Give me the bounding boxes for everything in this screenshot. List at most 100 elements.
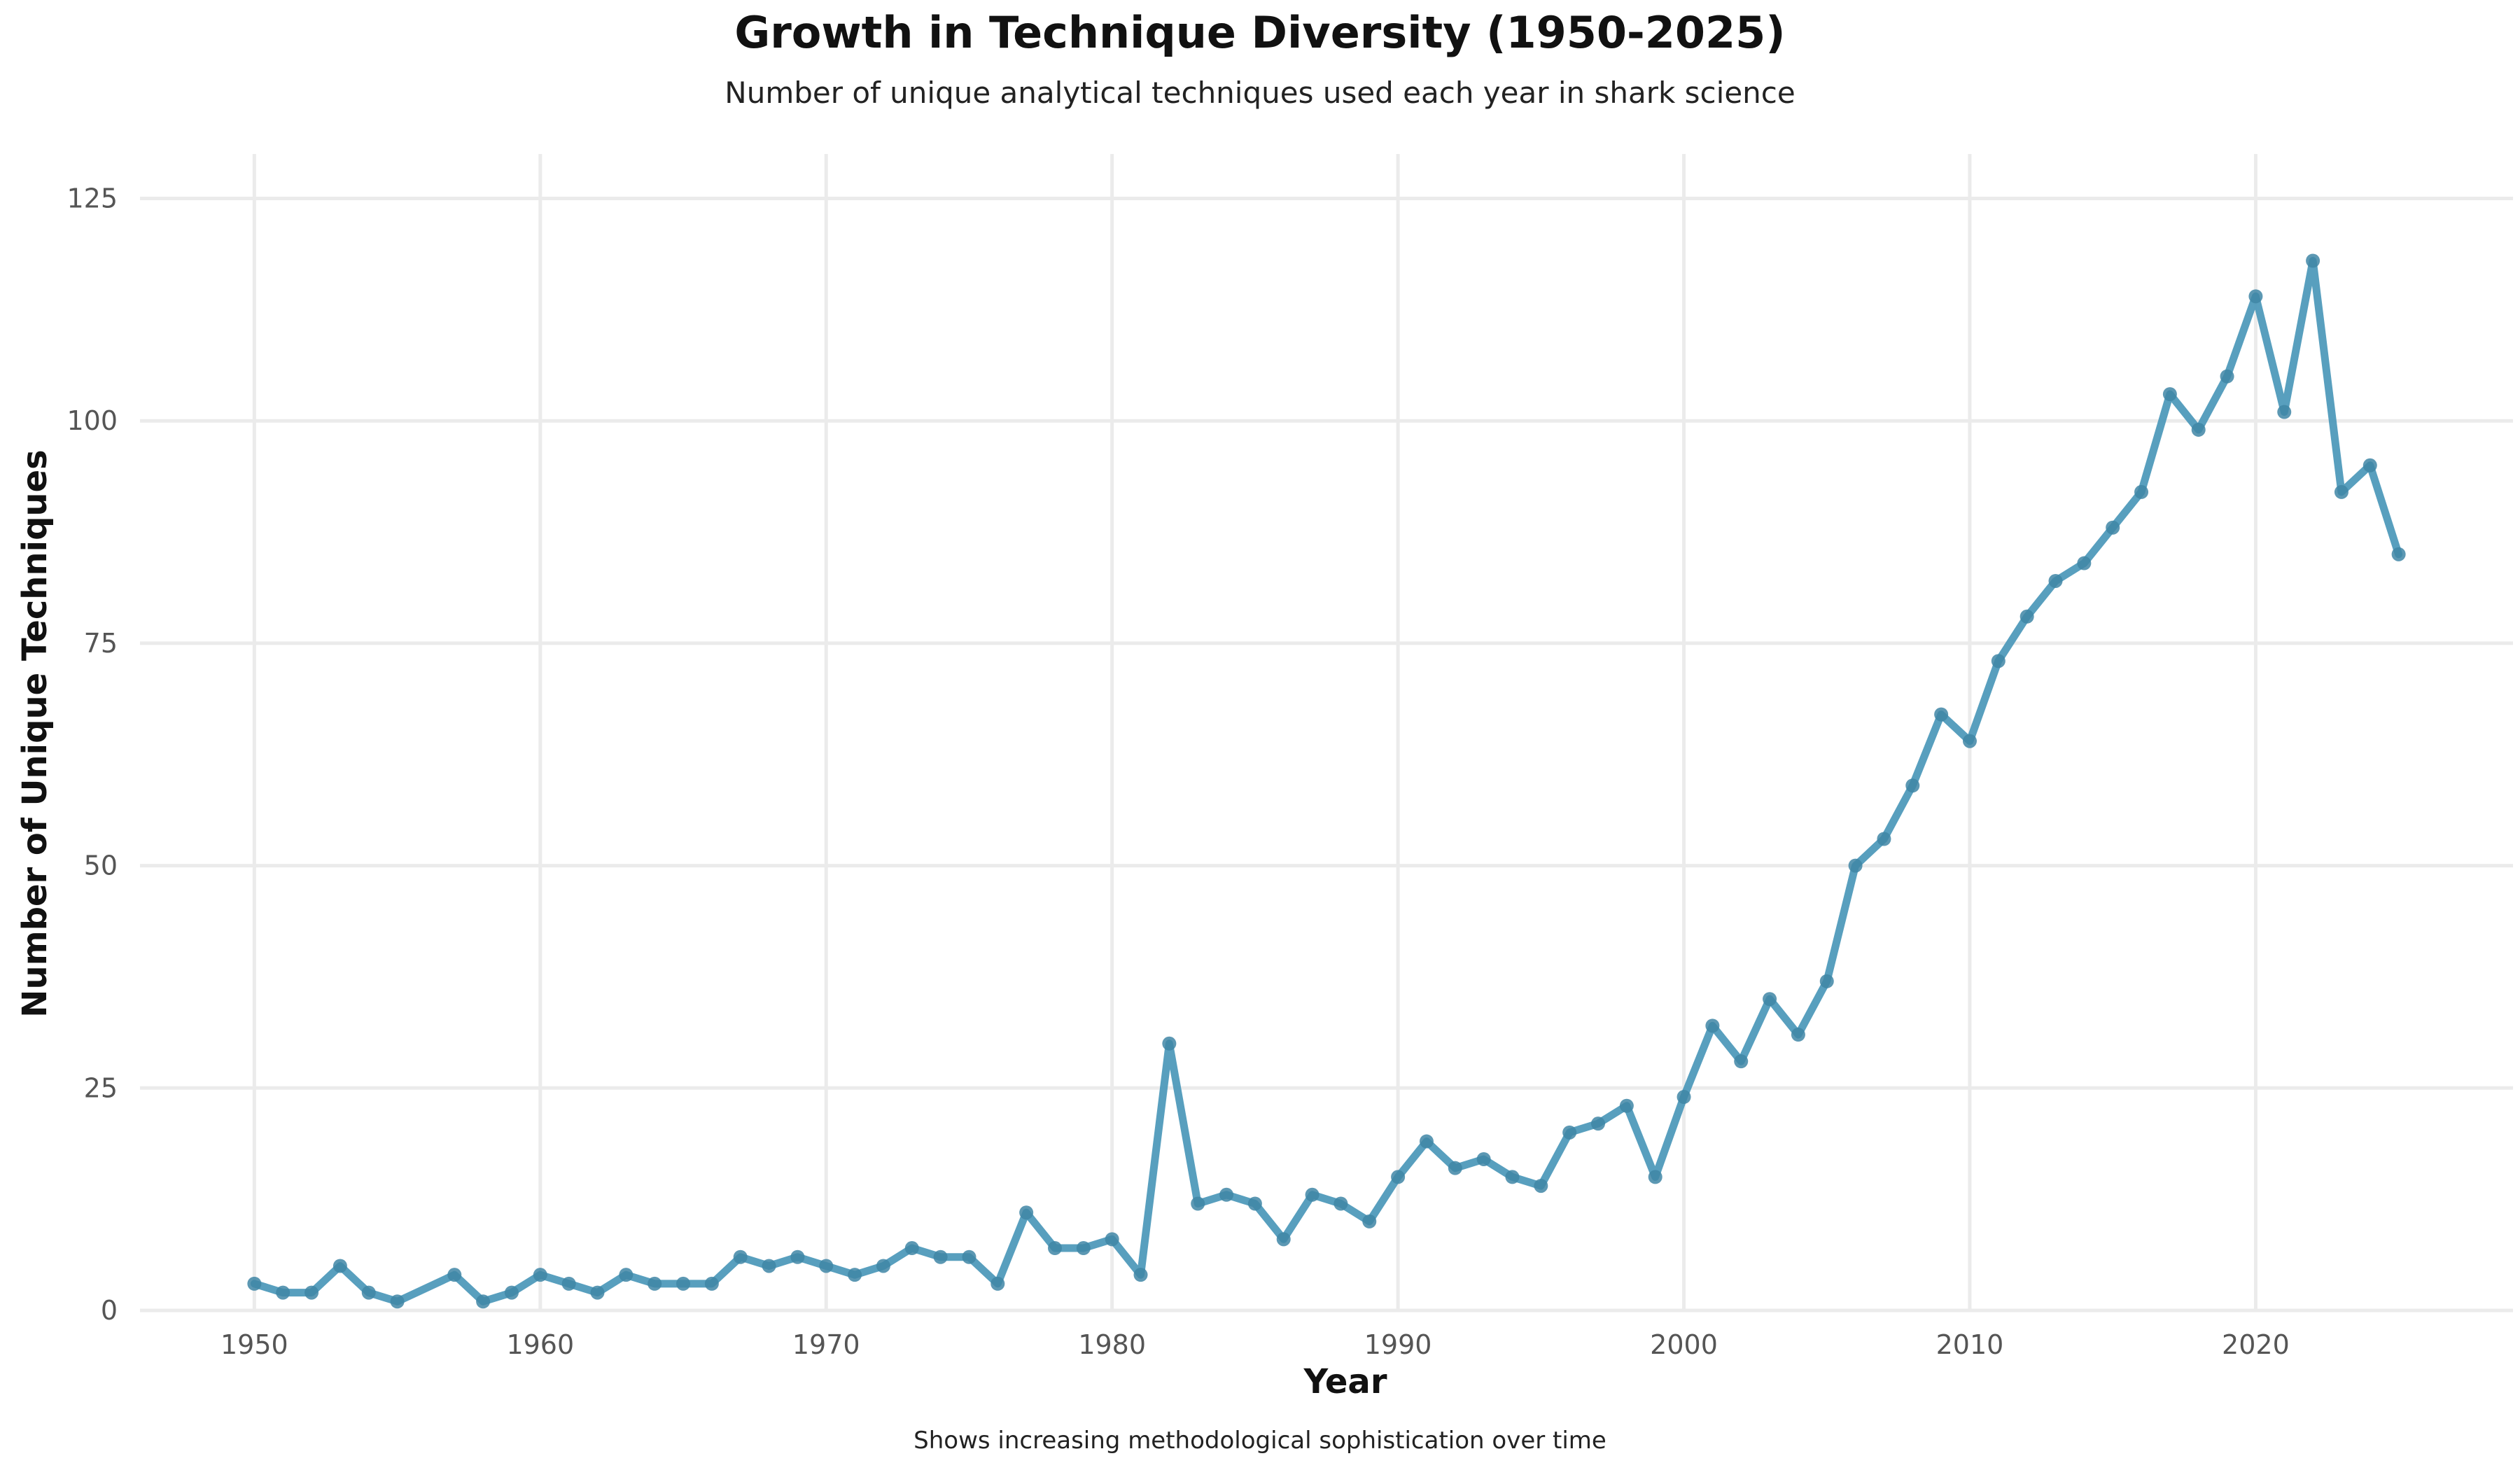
x-axis-title: Year (1303, 1362, 1387, 1401)
data-point (2019, 609, 2034, 624)
x-tick-label: 2000 (1650, 1329, 1718, 1360)
y-axis-title: Number of Unique Techniques (15, 449, 55, 1017)
data-point (933, 1250, 948, 1264)
data-point (304, 1285, 319, 1300)
y-tick-label: 0 (101, 1295, 118, 1326)
data-series (247, 253, 2406, 1309)
x-tick-label: 1960 (506, 1329, 574, 1360)
data-point (762, 1259, 776, 1273)
data-point (1391, 1170, 1406, 1184)
chart-title: Growth in Technique Diversity (1950-2025… (734, 7, 1786, 58)
data-point (2162, 387, 2177, 402)
data-point (1991, 654, 2005, 668)
data-point (619, 1268, 634, 1282)
y-tick-label: 125 (66, 183, 118, 214)
data-point (1791, 1028, 1805, 1042)
data-point (1505, 1170, 1520, 1184)
data-point (1534, 1179, 1548, 1194)
data-point (1476, 1152, 1491, 1166)
data-point (561, 1276, 576, 1291)
data-point (2191, 422, 2206, 437)
data-point (533, 1268, 547, 1282)
data-point (1648, 1170, 1662, 1184)
data-point (390, 1294, 405, 1309)
data-point (1076, 1241, 1091, 1256)
data-point (1962, 734, 1977, 748)
x-tick-label: 1970 (792, 1329, 860, 1360)
data-point (676, 1276, 691, 1291)
y-axis-ticks: 0 25 50 75 100 125 (66, 183, 118, 1326)
data-point (1419, 1134, 1434, 1149)
data-point (1334, 1196, 1348, 1211)
data-point (1591, 1116, 1606, 1131)
data-point (848, 1268, 862, 1282)
data-point (1133, 1268, 1148, 1282)
y-tick-label: 100 (66, 405, 118, 436)
data-point (1219, 1187, 1234, 1202)
data-point (1705, 1018, 1720, 1033)
y-tick-label: 25 (84, 1072, 118, 1103)
data-point (1247, 1196, 1262, 1211)
data-point (447, 1268, 462, 1282)
grid-lines (140, 154, 2513, 1312)
data-point (876, 1259, 890, 1273)
data-point (2248, 289, 2263, 304)
data-point (2106, 520, 2120, 535)
data-point (704, 1276, 719, 1291)
data-point (648, 1276, 662, 1291)
series-line (250, 257, 2403, 1306)
chart-caption: Shows increasing methodological sophisti… (913, 1427, 1606, 1455)
data-point (1276, 1232, 1291, 1247)
data-point (1819, 974, 1834, 988)
data-point (1905, 778, 1920, 793)
data-point (904, 1241, 919, 1256)
data-point (1105, 1232, 1119, 1247)
y-tick-label: 50 (84, 850, 118, 881)
data-point (1162, 1036, 1177, 1051)
data-point (2220, 369, 2234, 384)
data-point (1734, 1054, 1749, 1069)
data-point (361, 1285, 376, 1300)
data-point (2048, 573, 2063, 588)
data-point (2362, 458, 2377, 472)
data-point (332, 1259, 347, 1273)
data-point (990, 1276, 1005, 1291)
data-point (2334, 484, 2348, 499)
data-point (790, 1250, 805, 1264)
data-point (2391, 547, 2406, 561)
data-point (2277, 405, 2292, 419)
y-tick-label: 75 (84, 628, 118, 659)
data-point (1191, 1196, 1205, 1211)
data-point (2306, 253, 2320, 268)
data-point (1763, 992, 1777, 1007)
x-tick-label: 1980 (1078, 1329, 1146, 1360)
data-point (1562, 1125, 1577, 1140)
data-point (590, 1285, 605, 1300)
data-point (1448, 1161, 1462, 1175)
x-axis-ticks: 1950 1960 1970 1980 1990 2000 2010 2020 (220, 1329, 2290, 1360)
data-point (962, 1250, 976, 1264)
data-point (733, 1250, 748, 1264)
data-point (1019, 1205, 1034, 1220)
x-tick-label: 2010 (1936, 1329, 2004, 1360)
x-tick-label: 2020 (2222, 1329, 2290, 1360)
data-point (1619, 1098, 1634, 1113)
data-point (2077, 556, 2092, 570)
data-point (1848, 858, 1863, 873)
chart-subtitle: Number of unique analytical techniques u… (724, 76, 1795, 110)
data-point (819, 1259, 834, 1273)
data-point (1877, 832, 1891, 846)
data-point (1305, 1187, 1320, 1202)
data-point (1047, 1241, 1062, 1256)
x-tick-label: 1950 (220, 1329, 288, 1360)
data-point (247, 1276, 262, 1291)
data-point (2134, 484, 2149, 499)
data-point (1676, 1090, 1691, 1105)
data-point (1362, 1214, 1377, 1228)
data-point (476, 1294, 491, 1309)
x-tick-label: 1990 (1364, 1329, 1432, 1360)
data-point (1934, 707, 1949, 722)
data-point (504, 1285, 519, 1300)
data-point (276, 1285, 290, 1300)
